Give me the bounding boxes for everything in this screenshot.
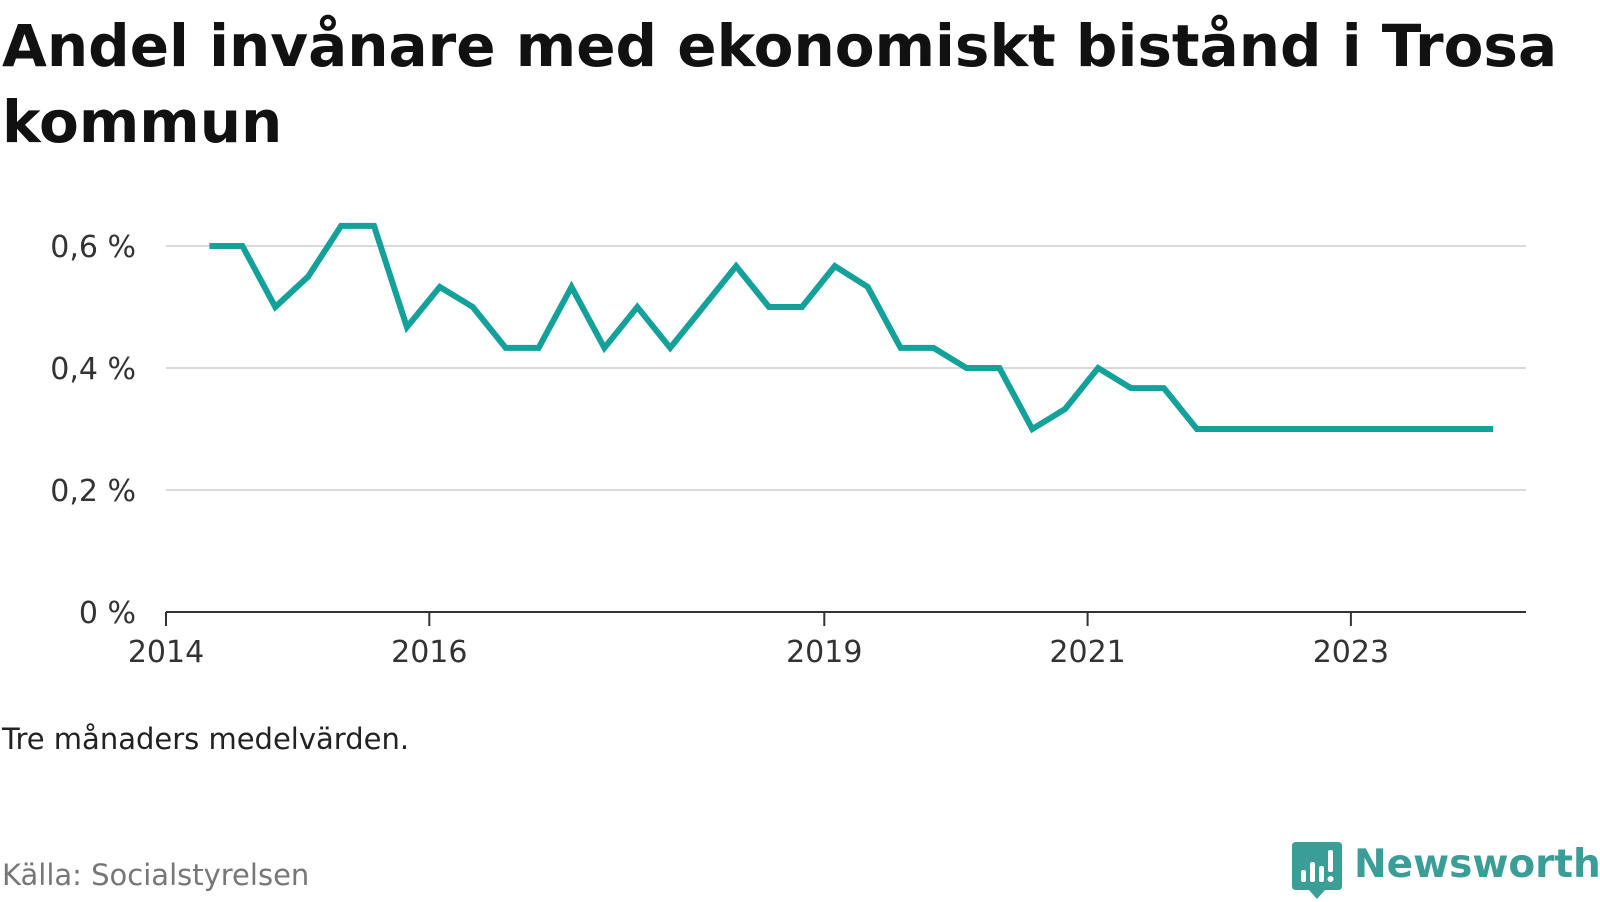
x-tick-label: 2016 — [391, 635, 467, 670]
data-point — [1424, 426, 1430, 432]
data-point — [700, 304, 706, 310]
data-point — [1062, 406, 1068, 412]
data-point — [305, 274, 311, 280]
data-point — [239, 243, 245, 249]
data-point — [931, 345, 937, 351]
data-point — [865, 284, 871, 290]
y-tick-label: 0,2 % — [50, 474, 136, 509]
y-tick-label: 0,6 % — [50, 230, 136, 265]
data-point — [766, 304, 772, 310]
x-tick-label: 2014 — [128, 635, 204, 670]
newsworthy-logo-icon — [1292, 842, 1342, 899]
data-point — [1095, 365, 1101, 371]
data-point — [1457, 426, 1463, 432]
data-point — [1490, 426, 1496, 432]
data-point — [503, 345, 509, 351]
data-point — [799, 304, 805, 310]
series-line — [209, 222, 1494, 434]
chart-note: Tre månaders medelvärden. — [2, 722, 410, 756]
data-point — [470, 304, 476, 310]
data-point — [1293, 426, 1299, 432]
data-point — [601, 345, 607, 351]
x-tick-label: 2021 — [1049, 635, 1125, 670]
data-point — [1029, 426, 1035, 432]
data-point — [1128, 385, 1134, 391]
data-point — [568, 284, 574, 290]
y-tick-label: 0 % — [79, 596, 136, 631]
grid-lines — [166, 245, 1526, 491]
x-tick-label: 2019 — [786, 635, 862, 670]
brand-name: Newsworthy — [1354, 842, 1600, 887]
data-point — [371, 223, 377, 229]
data-point — [1391, 426, 1397, 432]
data-point — [996, 365, 1002, 371]
data-point — [404, 324, 410, 330]
y-axis-labels: 0 % 0,2 % 0,4 % 0,6 % — [50, 230, 136, 631]
data-point — [1227, 426, 1233, 432]
data-point — [437, 284, 443, 290]
data-point — [1326, 426, 1332, 432]
series-group — [206, 222, 1496, 434]
data-point — [1194, 426, 1200, 432]
x-tick-label: 2023 — [1313, 635, 1389, 670]
data-point — [272, 304, 278, 310]
data-point — [1358, 426, 1364, 432]
data-point — [206, 243, 212, 249]
data-point — [536, 345, 542, 351]
source-credit: Källa: Socialstyrelsen — [2, 858, 310, 892]
brand-logo[interactable]: Newsworthy — [1292, 842, 1600, 902]
data-point — [898, 345, 904, 351]
chart-title: Andel invånare med ekonomiskt bistånd i … — [2, 12, 1558, 156]
data-point — [667, 345, 673, 351]
y-tick-label: 0,4 % — [50, 352, 136, 387]
x-axis: 2014 2016 2019 2021 2023 — [128, 611, 1526, 670]
data-point — [338, 223, 344, 229]
data-point — [1260, 426, 1266, 432]
data-point — [832, 263, 838, 269]
data-point — [963, 365, 969, 371]
data-point — [1161, 385, 1167, 391]
data-point — [733, 263, 739, 269]
data-point — [634, 304, 640, 310]
